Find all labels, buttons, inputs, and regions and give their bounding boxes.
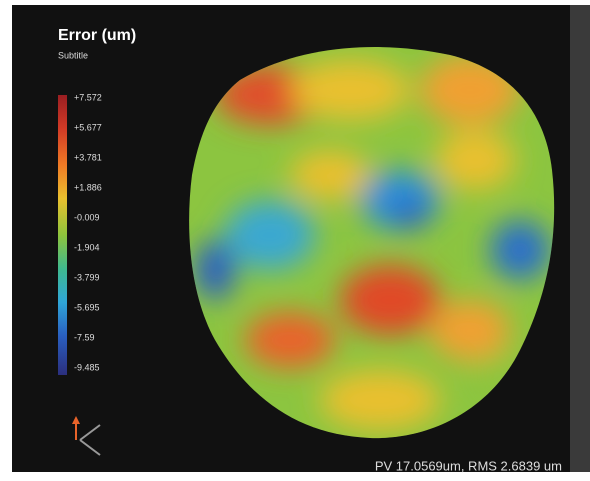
scale-label: -3.799 [74,272,100,282]
scale-label: +3.781 [74,152,102,162]
scale-label: -9.485 [74,362,100,372]
scale-label: -1.904 [74,242,100,252]
subtitle: Subtitle [58,50,88,60]
footer-stats: PV 17.0569um, RMS 2.6839 um [375,458,562,473]
title: Error (um) [58,27,136,44]
scale-label: -0.009 [74,212,100,222]
color-scale [58,95,67,375]
side-strip [570,5,590,472]
scale-label: +1.886 [74,182,102,192]
scale-label: -5.695 [74,302,100,312]
scale-label: -7.59 [74,332,95,342]
scale-label: +5.677 [74,122,102,132]
page: Error (um) Subtitle +7.572 +5.677 +3.781 +1… [0,0,590,481]
scale-label: +7.572 [74,92,102,102]
screenshot: Error (um) Subtitle +7.572 +5.677 +3.781 +1… [0,0,590,481]
